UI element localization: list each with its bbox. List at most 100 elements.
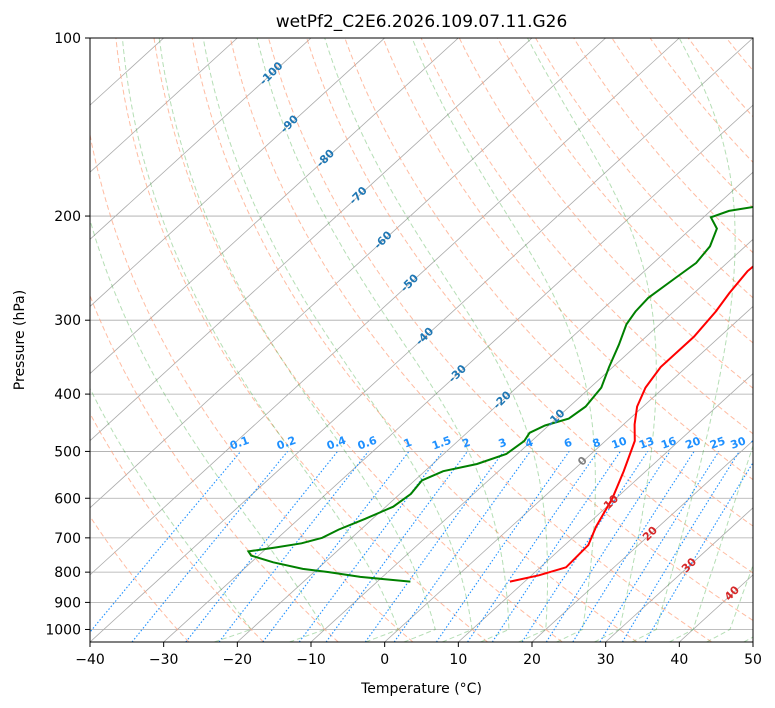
isotherm-line — [90, 38, 385, 307]
x-tick-label: 0 — [380, 652, 389, 668]
x-tick-label: 30 — [597, 652, 615, 668]
moist-adiabat-line — [202, 38, 473, 642]
mixing-ratio-line — [491, 451, 621, 642]
mixing-ratio-line — [393, 451, 531, 642]
y-tick-label: 500 — [54, 444, 81, 460]
isotherm-line — [531, 440, 753, 642]
chart-title: wetPf2_C2E6.2026.109.07.11.G26 — [276, 12, 568, 32]
moist-adiabat-line — [631, 38, 736, 642]
dry-adiabat-line — [90, 132, 414, 642]
isotherm-line — [90, 38, 312, 240]
moist-adiabat-line — [324, 38, 549, 642]
moist-adiabat-line — [256, 38, 510, 642]
x-axis-label: Temperature (°C) — [360, 681, 482, 697]
moist-adiabat-line — [121, 38, 400, 642]
x-tick-label: 50 — [744, 652, 762, 668]
dry-adiabat-line — [382, 38, 753, 481]
y-axis-label: Pressure (hPa) — [12, 290, 28, 390]
x-tick-label: −10 — [296, 652, 326, 668]
x-tick-label: 10 — [449, 652, 467, 668]
mixing-ratio-line — [467, 451, 599, 642]
dry-adiabat-line — [611, 38, 753, 209]
y-tick-label: 100 — [54, 31, 81, 47]
mixing-ratio-line — [325, 451, 468, 642]
dry-adiabat-line — [115, 38, 488, 642]
x-tick-label: −30 — [149, 652, 179, 668]
mixing-ratio-line — [218, 451, 369, 642]
dry-adiabat-line — [535, 38, 753, 299]
profile-lines — [246, 205, 753, 583]
mixing-ratio-label: 0.6 — [356, 434, 379, 453]
isotherm-line — [90, 38, 533, 442]
mixing-ratio-line — [131, 451, 289, 642]
line-labels: 0.1 0.2 0.4 0.6 1 1.5 2 3 4 6 8 10 13 16 20 25 30 36-100-… — [228, 59, 768, 603]
dry-adiabat-line — [90, 412, 264, 642]
dry-adiabat-line — [573, 38, 753, 254]
mixing-ratio-line — [262, 451, 410, 642]
isotherm-line — [605, 507, 753, 642]
isotherm-line — [90, 38, 238, 173]
dry-adiabat-line — [306, 38, 753, 574]
mixing-ratio-line — [545, 451, 671, 642]
isotherm-line — [90, 38, 606, 509]
isotherm-line — [384, 305, 753, 642]
dry-adiabat-line — [649, 38, 753, 164]
mixing-ratio-line — [435, 451, 570, 642]
isotherm-line — [458, 373, 753, 642]
mixing-ratio-line — [364, 451, 505, 642]
y-tick-label: 900 — [54, 595, 81, 611]
isotherm-line — [90, 38, 753, 642]
dry-adiabat-line — [229, 38, 712, 642]
mixing-ratio-label: 1.5 — [430, 434, 453, 453]
mixing-ratio-label: 16 — [659, 434, 678, 452]
mixing-ratio-label: 0.4 — [325, 434, 348, 453]
y-tick-label: 600 — [54, 491, 81, 507]
x-tick-label: 20 — [523, 652, 541, 668]
moist-adiabat-line — [669, 444, 753, 642]
x-tick-label: 40 — [670, 652, 688, 668]
moist-adiabat-line — [90, 218, 326, 642]
moist-adiabat-line — [706, 563, 753, 642]
dry-adiabat-line — [765, 38, 775, 642]
mixing-ratio-line — [572, 451, 695, 642]
x-tick-label: −40 — [75, 652, 105, 668]
mixing-ratio-label: 4 — [523, 436, 535, 451]
axis-ticks: −40 −30 −20 −10 0 10 20 30 40 5010020030040050060… — [45, 31, 762, 668]
isotherm-line — [90, 38, 459, 375]
x-tick-label: −20 — [223, 652, 253, 668]
dry-adiabat-line — [90, 294, 339, 642]
mixing-ratio-label: 13 — [637, 434, 656, 451]
mixing-ratio-label: 2 — [461, 436, 473, 451]
mixing-ratio-line — [521, 451, 649, 642]
dry-adiabat-line — [268, 38, 753, 622]
isotherm-label: -100 — [257, 59, 286, 88]
y-tick-label: 700 — [54, 531, 81, 547]
mixing-ratio-label: 0.1 — [228, 434, 251, 453]
plot-frame — [89, 37, 754, 643]
moist-adiabat-line — [743, 636, 753, 642]
mixing-ratio-label: 30 — [729, 434, 748, 452]
mixing-ratio-label: 10 — [610, 434, 629, 452]
mixing-ratio-label: 0.2 — [275, 434, 298, 453]
dry-adiabat-line — [687, 38, 753, 118]
mixing-ratio-label: 25 — [708, 434, 727, 451]
y-tick-label: 300 — [54, 313, 81, 329]
mixing-ratio-label: 6 — [562, 436, 574, 451]
dry-adiabat-line — [726, 38, 753, 72]
y-tick-label: 1000 — [45, 622, 81, 638]
dry-adiabat-line — [191, 38, 638, 642]
y-tick-label: 400 — [54, 387, 81, 403]
temperature-line — [509, 265, 753, 583]
moist-adiabat-line — [90, 387, 252, 642]
dry-adiabat-line — [90, 515, 190, 642]
isotherm-line — [163, 104, 753, 642]
y-tick-label: 800 — [54, 565, 81, 581]
mixing-ratio-label: 3 — [497, 436, 509, 451]
mixing-ratio-label: 36 — [749, 434, 768, 452]
background-lines — [90, 38, 775, 642]
dry-adiabat-line — [344, 38, 753, 527]
y-tick-label: 200 — [54, 209, 81, 225]
mixing-ratio-label: 1 — [402, 436, 414, 451]
isotherm-line — [237, 171, 753, 642]
